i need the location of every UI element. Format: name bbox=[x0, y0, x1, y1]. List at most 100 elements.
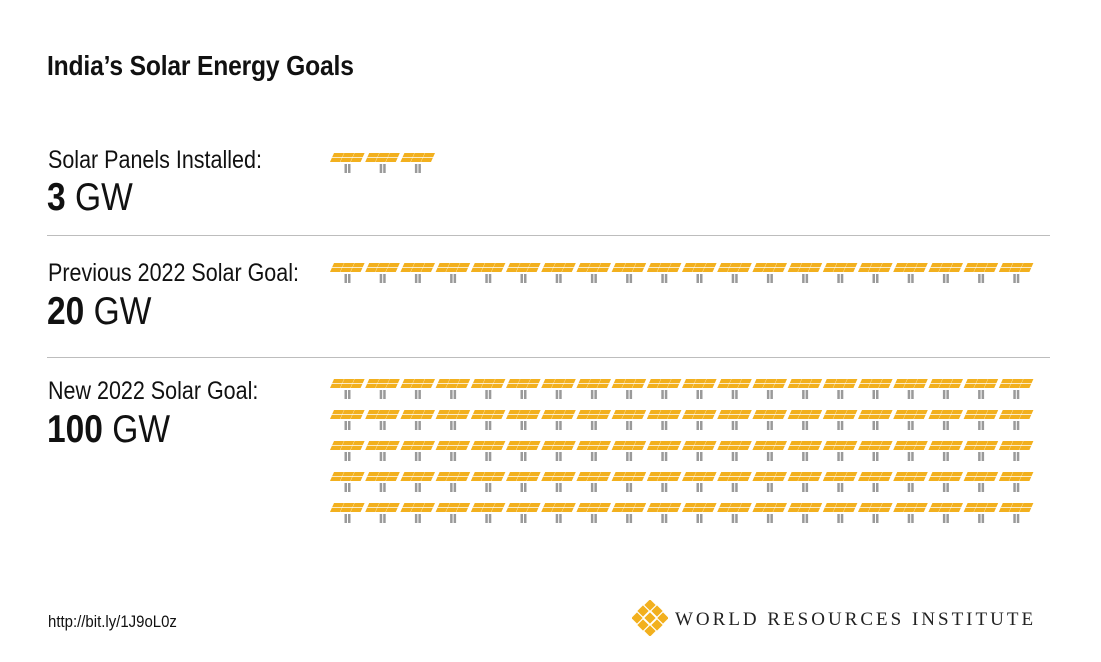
solar-panel-icon bbox=[470, 263, 506, 283]
solar-panel-icon bbox=[400, 410, 435, 430]
solar-panel-icon bbox=[682, 379, 717, 399]
solar-panel-icon bbox=[400, 441, 435, 461]
solar-panel-icon bbox=[963, 441, 999, 461]
solar-panel-icon bbox=[787, 410, 823, 430]
wri-logo-icon bbox=[632, 600, 668, 636]
solar-panel-icon bbox=[365, 263, 400, 283]
solar-panel-icon bbox=[646, 410, 682, 430]
solar-panel-icon bbox=[646, 503, 682, 523]
solar-panel-icon bbox=[752, 263, 787, 283]
solar-panel-icon bbox=[682, 263, 717, 283]
panel-group-new-goal bbox=[330, 379, 1034, 523]
solar-panel-icon bbox=[717, 379, 752, 399]
solar-panel-icon bbox=[330, 410, 365, 430]
solar-panel-icon bbox=[506, 263, 541, 283]
solar-panel-icon bbox=[928, 503, 963, 523]
solar-panel-icon bbox=[998, 263, 1034, 283]
solar-panel-icon bbox=[787, 472, 823, 492]
solar-panel-icon bbox=[330, 472, 365, 492]
solar-panel-icon bbox=[893, 441, 928, 461]
solar-panel-icon bbox=[365, 503, 400, 523]
solar-panel-icon bbox=[787, 441, 823, 461]
solar-panel-icon bbox=[682, 410, 717, 430]
solar-panel-icon bbox=[717, 441, 752, 461]
solar-panel-icon bbox=[682, 441, 717, 461]
solar-panel-icon bbox=[822, 263, 858, 283]
solar-panel-icon bbox=[470, 472, 506, 492]
solar-panel-icon bbox=[506, 410, 541, 430]
solar-panel-icon bbox=[787, 263, 823, 283]
wri-brand: WORLD RESOURCES INSTITUTE bbox=[632, 600, 1062, 640]
solar-panel-icon bbox=[858, 503, 893, 523]
solar-panel-icon bbox=[365, 379, 400, 399]
solar-panel-icon bbox=[787, 503, 823, 523]
source-link[interactable]: http://bit.ly/1J9oL0z bbox=[48, 612, 177, 631]
value-unit: GW bbox=[74, 176, 133, 219]
solar-panel-icon bbox=[822, 379, 858, 399]
solar-panel-icon bbox=[470, 410, 506, 430]
solar-panel-icon bbox=[470, 379, 506, 399]
solar-panel-icon bbox=[998, 379, 1034, 399]
solar-panel-icon bbox=[858, 441, 893, 461]
solar-panel-icon bbox=[858, 263, 893, 283]
solar-panel-icon bbox=[576, 503, 611, 523]
solar-panel-icon bbox=[822, 410, 858, 430]
solar-panel-icon bbox=[963, 472, 999, 492]
solar-panel-icon bbox=[893, 503, 928, 523]
solar-panel-icon bbox=[646, 441, 682, 461]
panel-group-installed bbox=[330, 153, 435, 173]
solar-panel-icon bbox=[541, 441, 576, 461]
solar-panel-icon bbox=[330, 153, 365, 173]
solar-panel-icon bbox=[717, 472, 752, 492]
solar-panel-icon bbox=[928, 263, 963, 283]
solar-panel-icon bbox=[506, 379, 541, 399]
solar-panel-icon bbox=[928, 379, 963, 399]
solar-panel-icon bbox=[435, 441, 471, 461]
solar-panel-icon bbox=[506, 503, 541, 523]
solar-panel-icon bbox=[928, 441, 963, 461]
solar-panel-icon bbox=[470, 441, 506, 461]
solar-panel-icon bbox=[822, 441, 858, 461]
solar-panel-icon bbox=[822, 472, 858, 492]
solar-panel-icon bbox=[576, 472, 611, 492]
solar-panel-icon bbox=[858, 379, 893, 399]
solar-panel-icon bbox=[365, 472, 400, 492]
solar-panel-icon bbox=[893, 410, 928, 430]
solar-panel-icon bbox=[541, 379, 576, 399]
solar-panel-icon bbox=[998, 410, 1034, 430]
solar-panel-icon bbox=[365, 153, 400, 173]
solar-panel-icon bbox=[541, 410, 576, 430]
solar-panel-icon bbox=[611, 503, 647, 523]
solar-panel-icon bbox=[435, 472, 471, 492]
value-unit: GW bbox=[93, 290, 152, 333]
solar-panel-icon bbox=[717, 410, 752, 430]
solar-panel-icon bbox=[998, 472, 1034, 492]
solar-panel-icon bbox=[506, 441, 541, 461]
solar-panel-icon bbox=[893, 379, 928, 399]
solar-panel-icon bbox=[822, 503, 858, 523]
solar-panel-icon bbox=[752, 410, 787, 430]
solar-panel-icon bbox=[646, 472, 682, 492]
solar-panel-icon bbox=[646, 379, 682, 399]
solar-panel-icon bbox=[611, 263, 647, 283]
solar-panel-icon bbox=[928, 410, 963, 430]
solar-panel-icon bbox=[752, 503, 787, 523]
row-value: 3 GW bbox=[47, 176, 133, 220]
solar-panel-icon bbox=[963, 410, 999, 430]
solar-panel-icon bbox=[787, 379, 823, 399]
row-label: Previous 2022 Solar Goal: bbox=[48, 259, 299, 287]
solar-panel-icon bbox=[998, 441, 1034, 461]
solar-panel-icon bbox=[470, 503, 506, 523]
panel-group-previous-goal bbox=[330, 263, 1034, 283]
brand-name: WORLD RESOURCES INSTITUTE bbox=[675, 609, 1037, 630]
solar-panel-icon bbox=[611, 379, 647, 399]
solar-panel-icon bbox=[435, 410, 471, 430]
solar-panel-icon bbox=[541, 503, 576, 523]
solar-panel-icon bbox=[682, 503, 717, 523]
solar-panel-icon bbox=[858, 410, 893, 430]
solar-panel-icon bbox=[893, 472, 928, 492]
solar-panel-icon bbox=[858, 472, 893, 492]
solar-panel-icon bbox=[576, 441, 611, 461]
solar-panel-icon bbox=[752, 472, 787, 492]
solar-panel-icon bbox=[928, 472, 963, 492]
